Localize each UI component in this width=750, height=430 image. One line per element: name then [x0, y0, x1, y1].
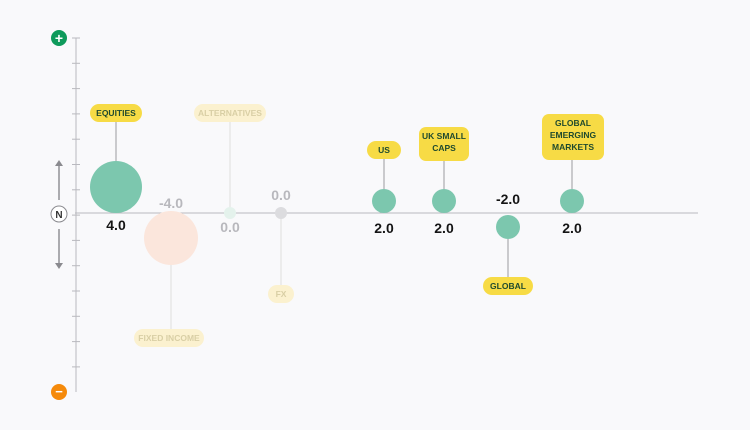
value-label: 2.0 — [434, 220, 454, 236]
category-label: GLOBAL — [555, 118, 591, 128]
point-alternatives[interactable]: ALTERNATIVES 0.0 — [194, 104, 266, 235]
label-pill — [542, 114, 604, 160]
bubble-fx[interactable] — [275, 207, 287, 219]
bubble-uk-small-caps[interactable] — [432, 189, 456, 213]
label-pill — [268, 285, 294, 303]
category-label: MARKETS — [552, 142, 594, 152]
category-label: US — [378, 145, 390, 155]
negative-marker: − — [51, 384, 67, 400]
category-label: GLOBAL — [490, 281, 526, 291]
bubble-equities[interactable] — [90, 161, 142, 213]
value-label: 2.0 — [562, 220, 582, 236]
scale-axis — [72, 37, 80, 392]
category-label: FIXED INCOME — [138, 333, 200, 343]
neutral-symbol: N — [55, 210, 62, 221]
value-label: -2.0 — [496, 191, 520, 207]
label-pill — [90, 104, 142, 122]
value-label: -4.0 — [159, 195, 183, 211]
bubble-global[interactable] — [496, 215, 520, 239]
category-label: UK SMALL — [422, 131, 466, 141]
value-label: 4.0 — [106, 217, 126, 233]
category-label: EQUITIES — [96, 108, 136, 118]
bubble-us[interactable] — [372, 189, 396, 213]
label-pill — [483, 277, 533, 295]
down-arrow-icon — [55, 229, 63, 269]
bubble-fixed-income[interactable] — [144, 211, 198, 265]
neutral-marker: N — [50, 205, 68, 223]
point-uk-small-caps[interactable]: UK SMALL CAPS 2.0 — [419, 127, 469, 236]
value-label: 0.0 — [271, 187, 291, 203]
up-arrow-icon — [55, 160, 63, 200]
point-fx[interactable]: FX 0.0 — [268, 187, 294, 303]
positive-symbol: + — [55, 30, 63, 46]
bubble-global-emerging-markets[interactable] — [560, 189, 584, 213]
positive-marker: + — [51, 30, 67, 46]
value-label: 2.0 — [374, 220, 394, 236]
label-pill — [419, 127, 469, 161]
label-pill — [194, 104, 266, 122]
category-label: ALTERNATIVES — [198, 108, 262, 118]
allocation-points: EQUITIES 4.0 FIXED INCOME -4.0 ALTERNATIVES 0… — [90, 104, 604, 347]
value-label: 0.0 — [220, 219, 240, 235]
label-pill — [367, 141, 401, 159]
point-global-emerging-markets[interactable]: GLOBAL EMERGING MARKETS 2.0 — [542, 114, 604, 236]
category-label: CAPS — [432, 143, 456, 153]
bubble-alternatives[interactable] — [224, 207, 236, 219]
negative-symbol: − — [55, 384, 63, 399]
point-us[interactable]: US 2.0 — [367, 141, 401, 236]
point-global[interactable]: GLOBAL -2.0 — [483, 191, 533, 295]
point-fixed-income[interactable]: FIXED INCOME -4.0 — [134, 195, 204, 347]
point-equities[interactable]: EQUITIES 4.0 — [90, 104, 142, 233]
category-label: FX — [276, 289, 287, 299]
label-pill — [134, 329, 204, 347]
category-label: EMERGING — [550, 130, 597, 140]
